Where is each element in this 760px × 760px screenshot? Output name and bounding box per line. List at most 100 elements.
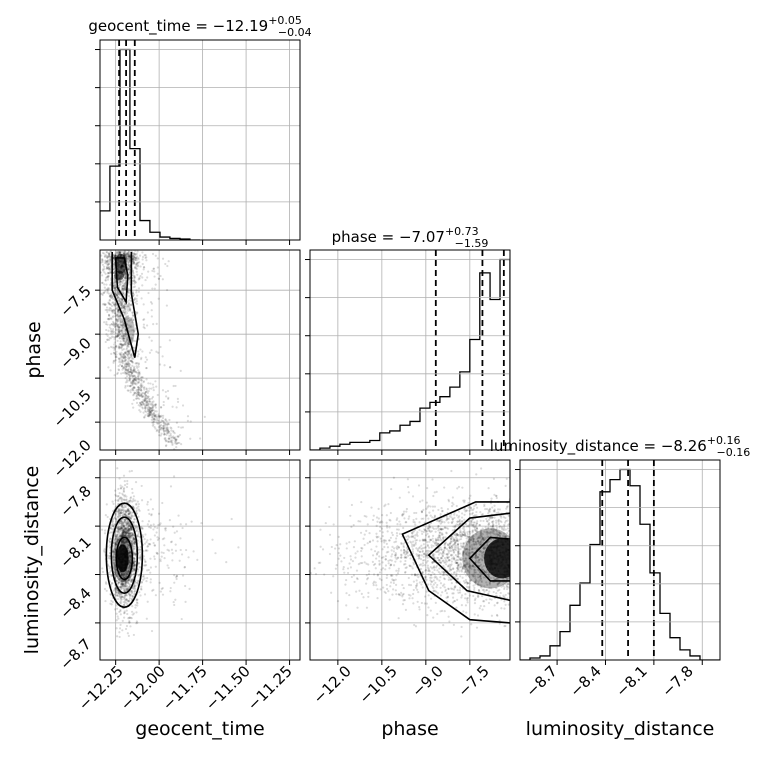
sample-point	[137, 388, 140, 391]
sample-point	[128, 255, 131, 258]
sample-point	[163, 364, 166, 367]
sample-point	[124, 356, 127, 359]
sample-point	[114, 573, 117, 576]
sample-point	[108, 299, 111, 302]
sample-point	[157, 277, 161, 280]
sample-point	[117, 494, 120, 498]
sample-point	[132, 286, 135, 289]
sample-point	[110, 294, 113, 297]
sample-point	[108, 262, 111, 265]
sample-point	[135, 599, 138, 602]
sample-point	[119, 601, 122, 604]
sample-point	[132, 258, 135, 261]
tick-label-y-lumdist: −7.8	[56, 482, 94, 520]
sample-point	[119, 319, 123, 322]
sample-point	[120, 542, 123, 545]
sample-point	[124, 580, 127, 583]
sample-point	[138, 261, 141, 264]
sample-point	[138, 401, 142, 404]
sample-point	[124, 272, 127, 276]
sample-point	[138, 276, 141, 279]
sample-point	[173, 432, 176, 435]
sample-point	[122, 251, 125, 254]
sample-point	[127, 535, 130, 538]
sample-point	[173, 603, 176, 607]
sample-point	[128, 306, 131, 309]
sample-point	[189, 437, 192, 440]
sample-point	[141, 251, 144, 254]
sample-point	[456, 555, 459, 558]
sample-point	[107, 313, 111, 317]
sample-point	[126, 531, 129, 534]
sample-point	[123, 495, 126, 498]
sample-point	[128, 510, 131, 513]
sample-point	[123, 312, 126, 315]
sample-point	[141, 520, 144, 523]
sample-point	[126, 350, 129, 353]
sample-point	[142, 402, 145, 405]
sample-point	[478, 561, 481, 564]
sample-point	[179, 537, 182, 540]
sample-point	[162, 426, 165, 430]
sample-point	[132, 498, 135, 501]
sample-point	[120, 372, 123, 375]
sample-point	[124, 307, 127, 310]
sample-point	[113, 538, 116, 542]
sample-point	[123, 527, 127, 530]
sample-point	[118, 610, 121, 614]
sample-point	[130, 527, 133, 530]
sample-point	[129, 556, 132, 559]
sample-point	[135, 289, 138, 292]
sample-point	[128, 554, 131, 557]
sample-point	[172, 525, 175, 528]
sample-point	[120, 572, 123, 575]
sample-point	[124, 362, 127, 366]
sample-point	[121, 619, 124, 623]
sample-point	[127, 358, 131, 361]
sample-point	[124, 575, 127, 578]
sample-point	[412, 588, 415, 592]
sample-point	[96, 344, 98, 346]
sample-point	[127, 343, 131, 346]
sample-point	[128, 621, 131, 624]
sample-point	[451, 596, 455, 599]
sample-point	[131, 254, 134, 257]
sample-point	[106, 255, 109, 259]
sample-point	[115, 344, 118, 347]
sample-point	[147, 402, 150, 406]
panel-2-2	[515, 459, 721, 665]
sample-point	[126, 547, 129, 550]
sample-point	[105, 306, 109, 309]
sample-point	[119, 303, 123, 306]
sample-point	[122, 534, 125, 537]
sample-point	[124, 282, 127, 285]
sample-point	[105, 333, 108, 336]
sample-point	[101, 303, 105, 306]
sample-point	[127, 314, 130, 318]
sample-point	[128, 545, 131, 549]
sample-point	[109, 337, 112, 340]
sample-point	[471, 546, 474, 549]
sample-point	[116, 615, 119, 618]
sample-point	[121, 337, 124, 340]
sample-point	[122, 284, 125, 287]
sample-point	[135, 362, 138, 365]
sample-point	[120, 581, 123, 584]
sample-point	[118, 498, 121, 501]
sample-point	[127, 251, 130, 254]
sample-point	[142, 578, 145, 581]
sample-point	[125, 589, 128, 592]
sample-point	[130, 516, 133, 519]
sample-point	[129, 574, 132, 578]
sample-point	[415, 584, 418, 587]
sample-point	[132, 538, 135, 541]
sample-point	[125, 609, 128, 612]
sample-point	[138, 379, 141, 382]
sample-point	[116, 538, 119, 541]
sample-point	[123, 359, 126, 363]
sample-point	[133, 277, 136, 280]
sample-point	[129, 555, 132, 558]
sample-point	[169, 439, 173, 442]
sample-point	[145, 617, 148, 620]
sample-point	[115, 536, 119, 539]
